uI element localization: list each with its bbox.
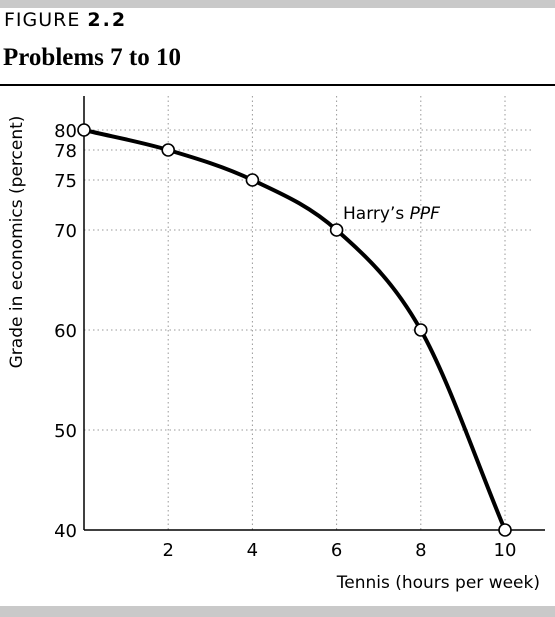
y-tick-78: 78 [54,141,77,162]
ppf-annotation: Harry’s PPF [343,204,440,224]
data-point-4 [245,173,260,187]
top-band [0,0,555,8]
figure-label-text: FIGURE [4,9,81,31]
ppf-annotation-emph: PPF [410,204,441,224]
y-axis-label: Grade in economics (percent) [7,116,27,369]
y-tick-40: 40 [54,521,77,542]
x-tick-2: 2 [162,540,173,561]
figure-label: FIGURE 2.2 [4,9,127,31]
axes [83,96,545,531]
bottom-band [0,606,555,617]
x-tick-10: 10 [494,540,517,561]
data-point-10 [498,523,512,537]
y-tick-50: 50 [54,421,77,442]
x-axis-label: Tennis (hours per week) [336,573,540,593]
x-tick-8: 8 [415,540,426,561]
x-tick-4: 4 [247,540,258,561]
y-tick-70: 70 [54,221,77,242]
data-point-6 [329,223,344,237]
data-points [77,123,512,537]
figure-title: Problems 7 to 10 [3,44,181,71]
data-point-8 [413,323,428,337]
data-point-2 [161,143,175,157]
y-tick-80: 80 [54,121,77,142]
grid-lines [84,96,532,530]
title-rule [0,84,555,86]
data-point-0 [77,123,91,137]
x-tick-6: 6 [331,540,342,561]
ppf-annotation-prefix: Harry’s [343,204,410,224]
figure-number: 2.2 [87,9,128,31]
y-tick-75: 75 [54,171,77,192]
y-tick-60: 60 [54,321,77,342]
